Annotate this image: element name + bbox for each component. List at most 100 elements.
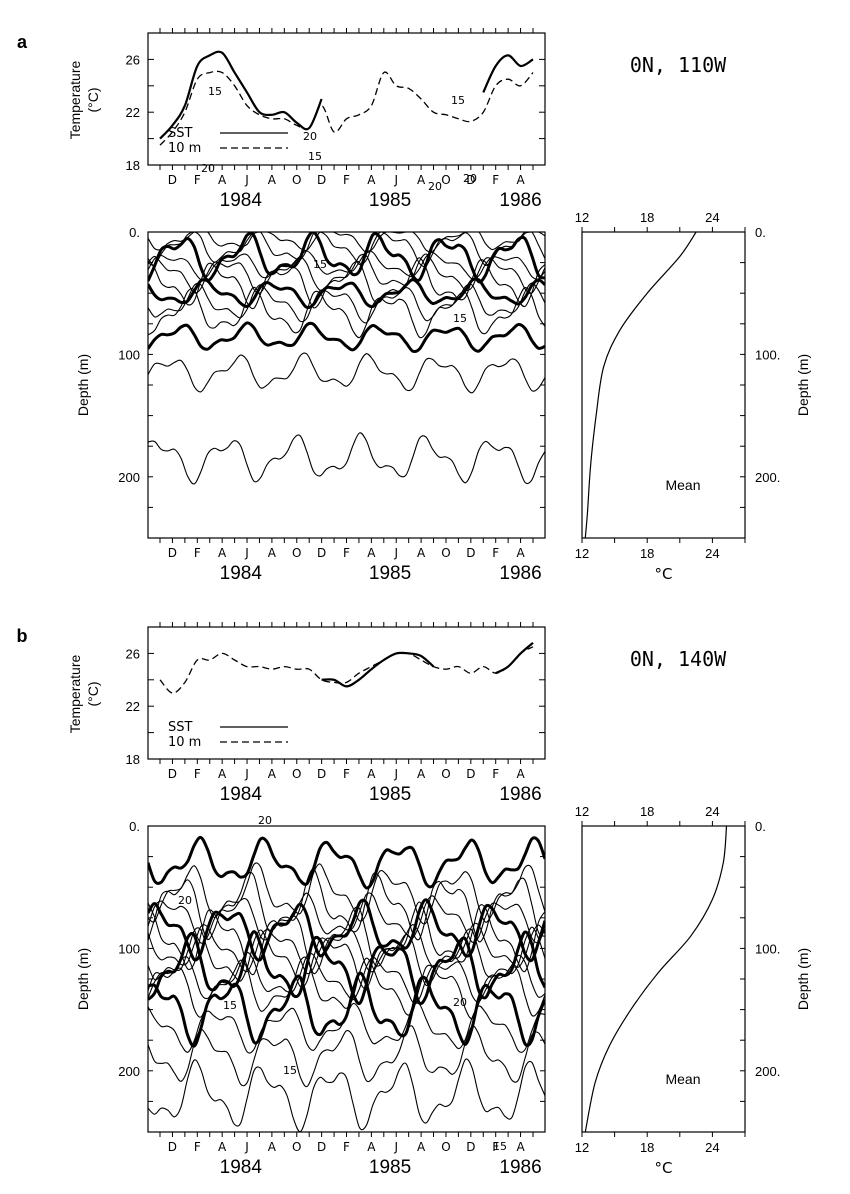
- month-label: F: [343, 546, 350, 560]
- month-label: F: [194, 767, 201, 781]
- legend-10m-label: 10 m: [168, 141, 201, 156]
- month-label: O: [441, 1140, 450, 1154]
- month-label: D: [168, 1140, 177, 1154]
- ts-ylabel-unit: (°C): [85, 681, 101, 706]
- month-label: A: [516, 173, 525, 187]
- contour-label: 20: [463, 172, 477, 185]
- mean-x-tick-label: 24: [705, 546, 719, 561]
- isotherm-contour: [148, 432, 545, 485]
- contour-label: 15: [493, 1140, 507, 1153]
- mean-x-tick-label-top: 24: [705, 210, 719, 225]
- month-label: A: [268, 546, 277, 560]
- contour-label: 20: [303, 130, 317, 143]
- month-label: J: [393, 1140, 398, 1154]
- mean-x-tick-label: 12: [575, 1140, 589, 1155]
- year-label: 1984: [220, 784, 263, 805]
- month-label: D: [168, 546, 177, 560]
- mean-depth-tick-label: 200.: [755, 1064, 780, 1079]
- month-label: A: [417, 1140, 426, 1154]
- isotherm-contour: [148, 321, 545, 354]
- mean-x-tick-label: 12: [575, 546, 589, 561]
- sst-line: [159, 50, 323, 140]
- year-label: 1986: [499, 190, 541, 211]
- month-label: D: [317, 1140, 326, 1154]
- mean-x-tick-label-top: 24: [705, 804, 719, 819]
- sst-line: [495, 641, 534, 675]
- month-label: O: [292, 546, 301, 560]
- isotherm-contour: [148, 286, 545, 339]
- contour-group: [148, 232, 545, 485]
- month-label: O: [292, 767, 301, 781]
- location-label: 0N, 110W: [630, 53, 727, 77]
- year-label: 1984: [220, 190, 263, 211]
- isotherm-contour: [148, 232, 545, 254]
- month-label: F: [343, 1140, 350, 1154]
- month-label: F: [492, 546, 499, 560]
- month-label: F: [194, 1140, 201, 1154]
- depth-tick-label: 100: [118, 347, 140, 362]
- month-label: A: [218, 173, 227, 187]
- mean-x-tick-label-top: 18: [640, 804, 654, 819]
- isotherm-contour: [148, 922, 545, 975]
- year-label: 1986: [499, 784, 541, 805]
- month-label: D: [168, 767, 177, 781]
- month-label: D: [317, 546, 326, 560]
- isotherm-contour: [148, 835, 545, 890]
- panel-label-b: b: [17, 626, 28, 646]
- isotherm-contour: [148, 257, 545, 310]
- contour-label: 15: [223, 999, 237, 1012]
- year-label: 1984: [220, 1157, 263, 1178]
- isotherm-contour: [148, 277, 545, 310]
- timeseries-frame: [147, 32, 546, 166]
- contour-label: 15: [451, 94, 465, 107]
- isotherm-contour: [148, 232, 545, 268]
- month-label: A: [268, 173, 277, 187]
- month-label: A: [516, 1140, 525, 1154]
- location-label: 0N, 140W: [630, 647, 727, 671]
- isotherm-contour: [148, 1025, 545, 1088]
- contour-label: 15: [308, 150, 322, 163]
- timeseries-frame: [147, 626, 546, 760]
- mean-profile-line: [584, 231, 697, 539]
- 10m-line: [159, 646, 534, 694]
- year-label: 1986: [499, 563, 541, 584]
- y-tick-label: 22: [126, 105, 140, 120]
- year-label: 1985: [369, 563, 411, 584]
- contour-label: 20: [428, 180, 442, 193]
- month-label: F: [492, 767, 499, 781]
- month-label: A: [218, 1140, 227, 1154]
- month-label: F: [343, 173, 350, 187]
- depth-tick-label: 100: [118, 941, 140, 956]
- ts-ylabel: Temperature: [67, 60, 83, 139]
- mean-depth-ylabel: Depth (m): [795, 354, 811, 416]
- mean-x-tick-label: 24: [705, 1140, 719, 1155]
- month-label: A: [516, 767, 525, 781]
- mean-label: Mean: [665, 1071, 700, 1087]
- month-label: A: [417, 546, 426, 560]
- month-label: O: [441, 173, 450, 187]
- month-label: A: [367, 767, 376, 781]
- contour-label: 15: [208, 85, 222, 98]
- year-label: 1985: [369, 190, 411, 211]
- month-label: D: [317, 173, 326, 187]
- isotherm-contour: [148, 1058, 545, 1132]
- isotherm-contour: [148, 901, 545, 976]
- mean-profile-line: [584, 825, 728, 1133]
- depth-tick-label: 200: [118, 470, 140, 485]
- contour-label: 15: [313, 258, 327, 271]
- year-label: 1985: [369, 1157, 411, 1178]
- month-label: A: [218, 546, 227, 560]
- ts-ylabel: Temperature: [67, 654, 83, 733]
- month-label: D: [466, 546, 475, 560]
- contour-label: 20: [258, 814, 272, 827]
- month-label: A: [268, 1140, 277, 1154]
- isotherm-contour: [148, 926, 545, 990]
- legend-10m-label: 10 m: [168, 735, 201, 750]
- isotherm-contour: [148, 282, 545, 324]
- depth-tick-label: 0.: [129, 225, 140, 240]
- contour-label: 20: [453, 996, 467, 1009]
- y-tick-label: 26: [126, 52, 140, 67]
- legend-sst-label: SST: [168, 126, 193, 141]
- month-label: J: [244, 546, 249, 560]
- month-label: A: [218, 767, 227, 781]
